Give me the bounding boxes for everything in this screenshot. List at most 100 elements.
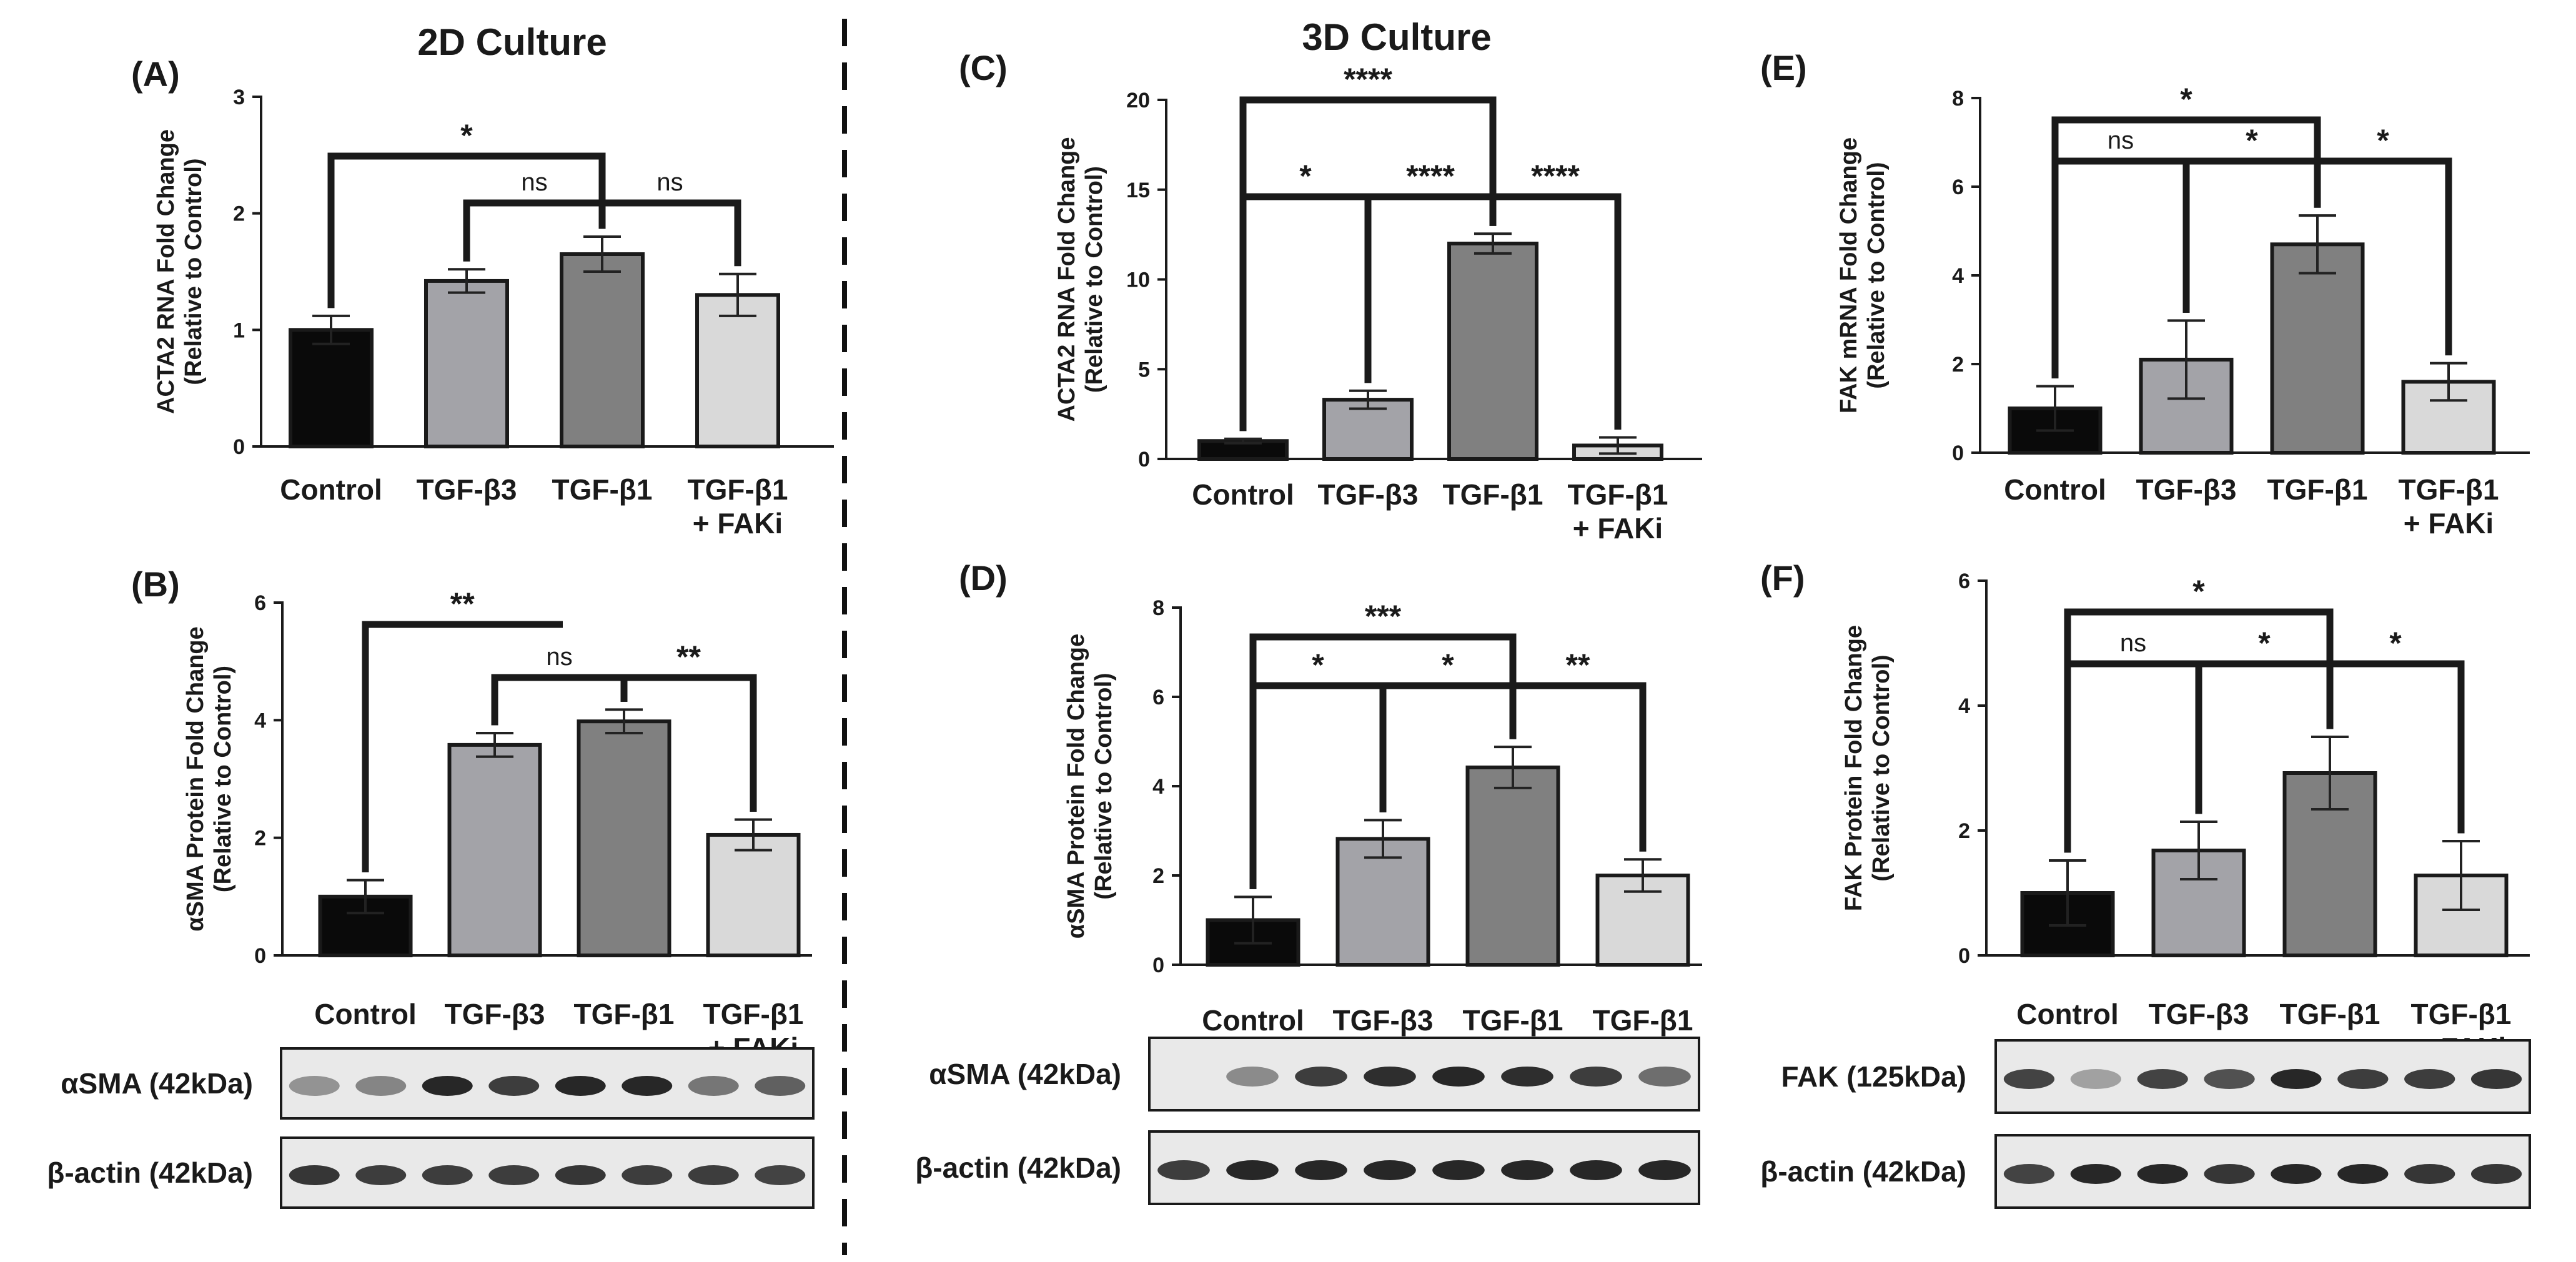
y-axis-label-line: (Relative to Control) — [181, 158, 207, 385]
blot-band — [1501, 1160, 1553, 1180]
significance-bracket — [362, 621, 563, 872]
y-tick-label: 5 — [1138, 358, 1150, 382]
blot-band — [1432, 1067, 1485, 1087]
y-tick-label: 2 — [1152, 864, 1164, 888]
category-label-line: TGF-β3 — [1333, 1004, 1434, 1037]
blot-band — [2070, 1069, 2121, 1089]
blot-band — [422, 1165, 473, 1185]
chart-d: (D) αSMA Protein Fold Change(Relative to … — [915, 558, 1702, 1205]
significance-label: * — [1312, 648, 1324, 683]
blot-band — [488, 1076, 540, 1096]
category-label-line: Control — [2004, 473, 2106, 506]
category-label: TGF-β3 — [417, 473, 517, 506]
category-label: TGF-β1 — [1463, 1004, 1563, 1037]
blot-band — [1157, 1160, 1210, 1180]
bar-tgf-β3 — [447, 742, 542, 957]
y-tick-label: 6 — [1152, 686, 1164, 709]
y-tick-label: 8 — [1952, 87, 1964, 111]
y-tick-label: 15 — [1126, 179, 1150, 202]
category-label-line: TGF-β1 — [1593, 1004, 1693, 1037]
significance-label: * — [2246, 123, 2258, 158]
bar-tgf-β1-faki — [2414, 874, 2509, 957]
blot-row-label: β-actin (42kDa) — [47, 1156, 253, 1189]
blot-band — [2003, 1164, 2055, 1184]
category-label-line: TGF-β3 — [445, 998, 545, 1030]
y-tick-label: 0 — [1138, 448, 1150, 471]
blot-band — [622, 1165, 673, 1185]
significance-label: ns — [521, 169, 547, 196]
category-label-line: + FAKi — [1573, 512, 1663, 545]
y-axis-label-line: FAK Protein Fold Change — [1841, 625, 1867, 911]
panel-label: (F) — [1760, 558, 1805, 598]
category-label: Control — [314, 998, 417, 1030]
category-label: TGF-β3 — [445, 998, 545, 1030]
significance-label: * — [2192, 574, 2205, 609]
panel-label: (D) — [959, 558, 1008, 598]
y-axis-label-line: (Relative to Control) — [1081, 166, 1107, 393]
blot-band — [688, 1076, 739, 1096]
y-axis-label-line: (Relative to Control) — [210, 666, 236, 892]
blot-band — [2137, 1164, 2188, 1184]
category-label: Control — [2016, 998, 2119, 1030]
y-axis-label-line: αSMA Protein Fold Change — [1063, 634, 1089, 939]
bar-tgf-β3 — [424, 279, 509, 448]
category-label-line: + FAKi — [2404, 507, 2494, 540]
significance-bracket — [2064, 660, 2202, 853]
bar-tgf-β1-faki — [695, 293, 780, 449]
blot-band — [1432, 1160, 1485, 1180]
y-tick-label: 4 — [1958, 694, 1970, 718]
category-label-line: + FAKi — [693, 507, 783, 540]
significance-label: ns — [2108, 127, 2134, 154]
bar-tgf-β1 — [1465, 765, 1560, 967]
significance-bracket — [2314, 157, 2452, 356]
section-title-2d: 2D Culture — [417, 21, 607, 63]
y-tick-label: 20 — [1126, 89, 1150, 112]
bar-tgf-β1 — [577, 719, 671, 957]
category-label-line: Control — [1202, 1004, 1304, 1037]
panel-label: (B) — [131, 564, 180, 604]
bar-control — [289, 328, 374, 448]
blot-band — [2003, 1069, 2055, 1089]
category-label-line: Control — [1192, 478, 1294, 511]
y-tick-label: 1 — [233, 318, 245, 342]
blot-band — [555, 1076, 606, 1096]
blot-band — [1570, 1067, 1622, 1087]
blot-band — [422, 1076, 473, 1096]
blot-band — [755, 1076, 806, 1096]
panel-label: (A) — [131, 54, 180, 94]
y-tick-label: 6 — [1958, 569, 1970, 593]
blot-row-label: αSMA (42kDa) — [61, 1067, 253, 1100]
significance-label: ** — [1566, 648, 1590, 683]
category-label-line: TGF-β1 — [1568, 478, 1668, 511]
category-label: TGF-β1 — [2267, 473, 2368, 506]
category-label: Control — [280, 473, 382, 506]
y-tick-label: 0 — [233, 435, 245, 459]
category-label-line: TGF-β3 — [417, 473, 517, 506]
panels: (A) ACTA2 RNA Fold Change(Relative to Con… — [47, 48, 2531, 1209]
panel-label: (E) — [1760, 48, 1807, 87]
category-label: TGF-β1 — [552, 473, 653, 506]
y-tick-label: 4 — [254, 709, 266, 732]
category-label: TGF-β1 — [574, 998, 675, 1030]
bar-tgf-β1 — [1447, 242, 1538, 461]
blot-band — [2470, 1164, 2522, 1184]
blot-row-label: β-actin (42kDa) — [915, 1151, 1121, 1184]
bar-tgf-β1 — [2270, 242, 2365, 455]
blot-band — [2137, 1069, 2188, 1089]
blot-band — [2271, 1164, 2322, 1184]
significance-bracket — [2326, 660, 2465, 834]
y-tick-label: 0 — [254, 944, 266, 968]
significance-bracket — [1239, 193, 1372, 431]
category-label: Control — [1192, 478, 1294, 511]
y-tick-label: 2 — [233, 202, 245, 226]
significance-label: ** — [676, 639, 701, 674]
significance-label: * — [2389, 626, 2402, 661]
category-label: TGF-β1+ FAKi — [1568, 478, 1668, 545]
y-axis-label: ACTA2 RNA Fold Change(Relative to Contro… — [153, 129, 207, 414]
bar-tgf-β1-faki — [706, 832, 801, 958]
blot-band — [1364, 1160, 1416, 1180]
bar-tgf-β3 — [1335, 837, 1430, 967]
significance-bracket — [2051, 157, 2190, 378]
y-tick-label: 4 — [1952, 264, 1964, 288]
